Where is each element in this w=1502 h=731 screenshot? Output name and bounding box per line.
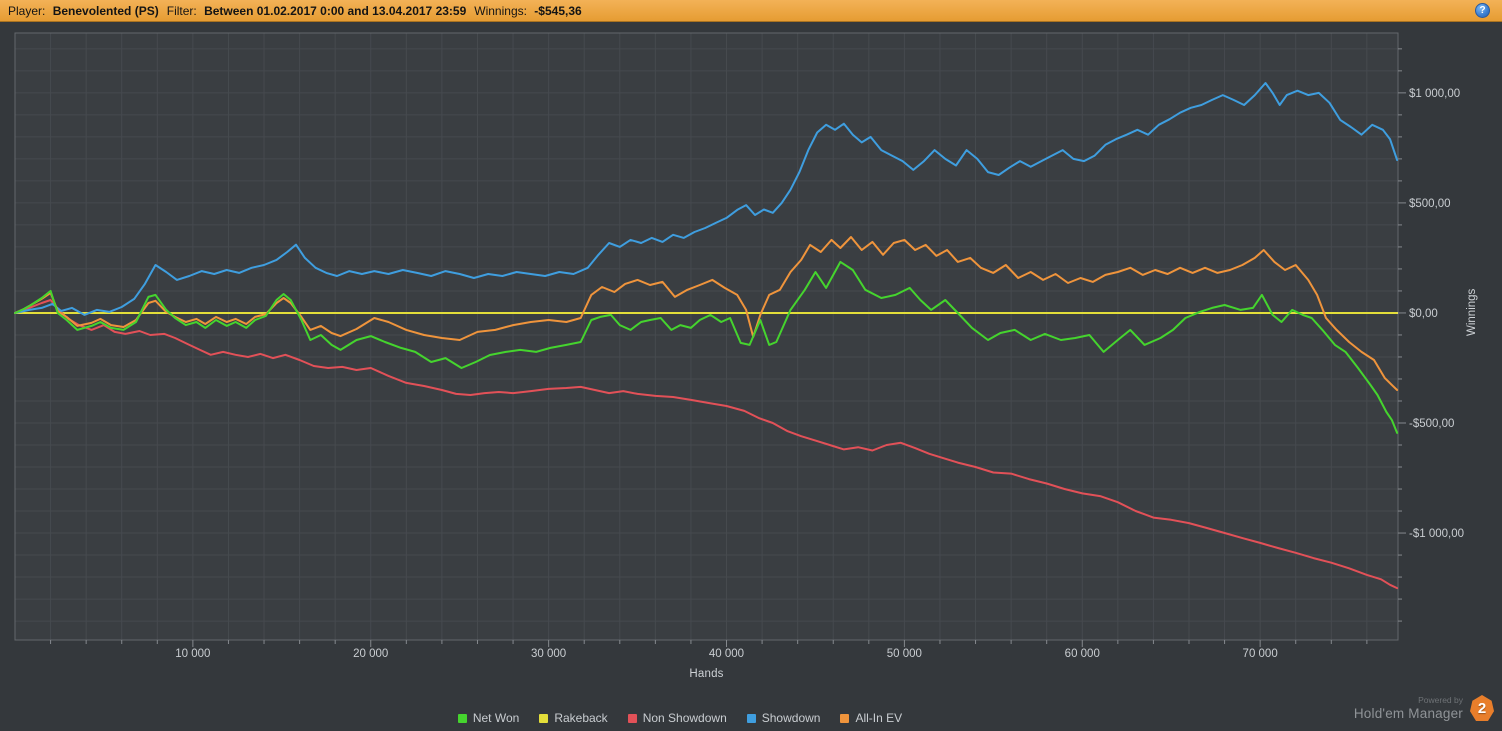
legend-swatch-icon — [627, 713, 637, 723]
filter-group: Filter: Between 01.02.2017 0:00 and 13.0… — [167, 4, 467, 18]
legend-label: Net Won — [472, 711, 520, 725]
series-line-showdown — [14, 82, 1399, 316]
player-value: Benevolented (PS) — [52, 4, 159, 18]
x-tick-label: 40 000 — [709, 648, 744, 660]
legend-swatch-icon — [840, 713, 850, 723]
brand-text: Hold'em Manager — [1353, 706, 1463, 721]
hm2-logo-icon: 2 — [1470, 695, 1494, 721]
series-line-non-showdown — [14, 299, 1399, 590]
legend-label: Rakeback — [554, 711, 608, 725]
legend-swatch-icon — [746, 713, 756, 723]
winnings-value: -$545,36 — [534, 4, 582, 18]
plot-background[interactable] — [15, 33, 1398, 640]
player-label: Player: — [8, 4, 46, 18]
help-icon[interactable]: ? — [1475, 3, 1490, 18]
legend-item-all-in-ev: All-In EV — [840, 711, 902, 725]
y-tick-label: $0,00 — [1409, 308, 1438, 320]
winnings-group: Winnings: -$545,36 — [474, 4, 581, 18]
y-tick-label: $1 000,00 — [1409, 88, 1460, 100]
series-line-net-won — [14, 260, 1399, 434]
legend-swatch-icon — [457, 713, 467, 723]
x-tick-label: 70 000 — [1243, 648, 1278, 660]
legend-label: All-In EV — [855, 711, 903, 725]
x-axis-title: Hands — [689, 668, 724, 680]
x-tick-label: 50 000 — [887, 648, 922, 660]
legend-item-rakeback: Rakeback — [539, 711, 608, 725]
title-bar: Player: Benevolented (PS) Filter: Betwee… — [0, 0, 1502, 22]
chart-legend: Net Won Rakeback Non Showdown Showdown All-I… — [0, 707, 1360, 729]
powered-by-block: Powered by Hold'em Manager 2 — [1354, 695, 1494, 721]
legend-item-showdown: Showdown — [746, 711, 821, 725]
powered-by-text: Powered by — [1418, 695, 1463, 705]
legend-item-non-showdown: Non Showdown — [627, 711, 727, 725]
y-tick-label: -$1 000,00 — [1409, 528, 1464, 540]
x-tick-label: 10 000 — [175, 648, 210, 660]
series-line-all-in-ev — [14, 236, 1399, 391]
plot-border — [14, 32, 1399, 641]
winnings-label: Winnings: — [474, 4, 527, 18]
legend-swatch-icon — [539, 713, 549, 723]
legend-item-net-won: Net Won — [457, 711, 520, 725]
filter-label: Filter: — [166, 4, 197, 18]
legend-label: Non Showdown — [642, 711, 727, 725]
legend-label: Showdown — [761, 711, 821, 725]
x-tick-label: 30 000 — [531, 648, 566, 660]
x-tick-label: 60 000 — [1065, 648, 1100, 660]
y-tick-label: $500,00 — [1409, 198, 1451, 210]
x-tick-label: 20 000 — [353, 648, 388, 660]
y-tick-label: -$500,00 — [1409, 418, 1454, 430]
filter-value: Between 01.02.2017 0:00 and 13.04.2017 2… — [204, 4, 467, 18]
player-group: Player: Benevolented (PS) — [8, 4, 159, 18]
